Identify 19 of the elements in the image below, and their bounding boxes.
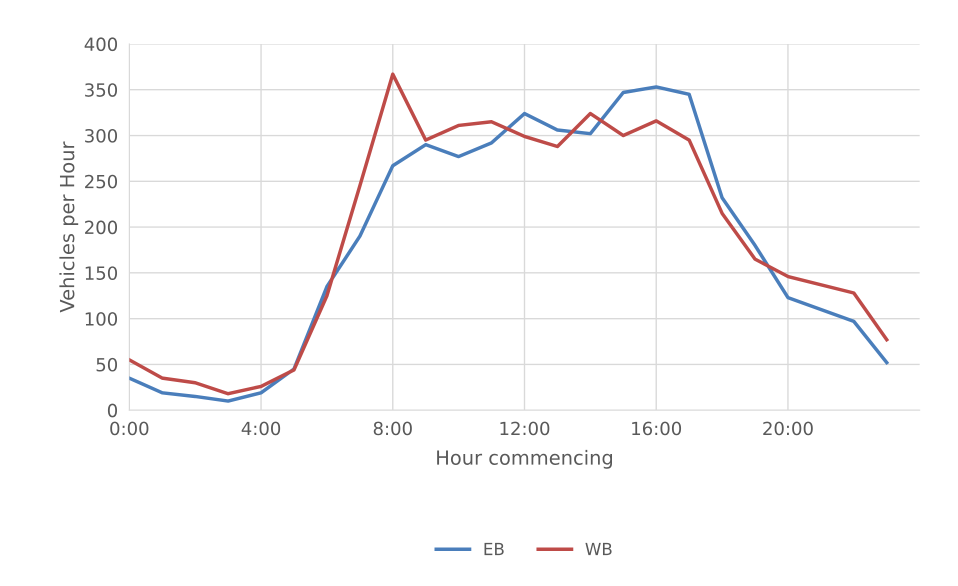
legend-label: EB bbox=[484, 542, 504, 556]
y-tick-label: 100 bbox=[86, 312, 118, 326]
y-axis-title: Vehicles per Hour bbox=[59, 141, 78, 313]
legend-label: WB bbox=[585, 542, 612, 556]
x-tick-label: 4:00 bbox=[242, 422, 280, 436]
x-tick-label: 16:00 bbox=[632, 422, 682, 436]
y-tick-label: 0 bbox=[108, 404, 118, 418]
y-tick-label: 300 bbox=[85, 128, 118, 143]
y-tick-label: 400 bbox=[84, 37, 118, 52]
y-tick-label: 350 bbox=[85, 83, 118, 97]
y-tick-label: 200 bbox=[85, 220, 118, 234]
y-tick-label: 150 bbox=[86, 266, 118, 280]
x-tick-label: 8:00 bbox=[374, 422, 412, 436]
x-axis-title: Hour commencing bbox=[437, 450, 612, 469]
x-tick-label: 20:00 bbox=[763, 422, 813, 436]
y-tick-label: 50 bbox=[96, 358, 118, 372]
x-tick-label: 12:00 bbox=[500, 422, 550, 436]
x-tick-label: 0:00 bbox=[110, 422, 148, 436]
y-tick-label: 250 bbox=[85, 174, 118, 188]
